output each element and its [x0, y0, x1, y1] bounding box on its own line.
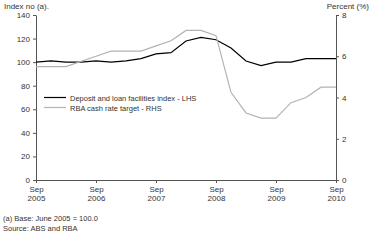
tick-label: Sep2005 — [28, 185, 46, 203]
tick-label: 2 — [342, 135, 347, 144]
tick-mark — [33, 156, 36, 157]
tick-mark — [33, 133, 36, 134]
tick: 40 — [21, 129, 36, 138]
legend: Deposit and loan facilities index - LHSR… — [44, 94, 196, 113]
chart: 02040608010012014002468Sep2005Sep2006Sep… — [0, 0, 372, 238]
tick: 140 — [17, 11, 36, 20]
tick-label-part: 2008 — [208, 194, 226, 203]
series-line — [36, 30, 336, 118]
legend-swatch — [44, 107, 66, 108]
tick-mark — [96, 180, 97, 183]
tick-mark — [276, 180, 277, 183]
tick-label: Sep2008 — [208, 185, 226, 203]
tick-mark — [33, 15, 36, 16]
y2-axis: 02468 — [336, 11, 347, 185]
plot-area: 02040608010012014002468Sep2005Sep2006Sep… — [17, 11, 347, 203]
legend-swatch — [44, 97, 66, 98]
legend-item: Deposit and loan facilities index - LHS — [44, 94, 196, 103]
tick-mark — [33, 86, 36, 87]
tick-label-part: Sep — [29, 185, 44, 194]
tick-mark — [216, 180, 217, 183]
x-axis: Sep2005Sep2006Sep2007Sep2008Sep2009Sep20… — [28, 180, 346, 203]
tick-mark — [336, 139, 339, 140]
axis-line — [36, 16, 37, 181]
tick-label-part: Sep — [89, 185, 104, 194]
y-axis: 020406080100120140 — [17, 11, 37, 185]
axis-line — [37, 180, 337, 181]
lines — [36, 30, 336, 118]
tick-mark — [33, 109, 36, 110]
tick-label: 8 — [342, 11, 347, 20]
legend-label: RBA cash rate target - RHS — [70, 104, 162, 113]
tick-mark — [156, 180, 157, 183]
footnote: (a) Base: June 2005 = 100.0 — [3, 214, 98, 223]
tick-label: 4 — [342, 94, 347, 103]
tick-mark — [33, 62, 36, 63]
tick-label: Sep2010 — [328, 185, 346, 203]
tick-label: 100 — [17, 58, 31, 67]
tick-label: Sep2007 — [148, 185, 166, 203]
tick-mark — [33, 39, 36, 40]
tick: 80 — [21, 82, 36, 91]
tick-label: 40 — [21, 129, 30, 138]
tick: Sep2008 — [208, 180, 226, 203]
tick: Sep2009 — [268, 180, 286, 203]
tick: 100 — [17, 58, 36, 67]
tick: 6 — [336, 52, 347, 61]
tick-mark — [36, 180, 37, 183]
y-axis-title: Index no (a). — [4, 2, 49, 11]
tick-label-part: Sep — [329, 185, 344, 194]
tick-label: 6 — [342, 52, 347, 61]
tick: 20 — [21, 152, 36, 161]
tick: Sep2006 — [88, 180, 106, 203]
y2-axis-title: Percent (%) — [327, 2, 370, 11]
tick-label-part: 2010 — [328, 194, 346, 203]
tick: 120 — [17, 35, 36, 44]
legend-item: RBA cash rate target - RHS — [44, 104, 162, 113]
tick: Sep2007 — [148, 180, 166, 203]
tick-label-part: 2009 — [268, 194, 286, 203]
tick-mark — [33, 180, 36, 181]
tick: Sep2010 — [328, 180, 346, 203]
tick-label-part: Sep — [269, 185, 284, 194]
tick-mark — [336, 180, 337, 183]
tick-mark — [336, 15, 339, 16]
tick-label: Sep2009 — [268, 185, 286, 203]
tick-mark — [336, 98, 339, 99]
footnote: Source: ABS and RBA — [3, 224, 78, 233]
tick-label: Sep2006 — [88, 185, 106, 203]
tick-label-part: 2005 — [28, 194, 46, 203]
tick: 4 — [336, 94, 347, 103]
tick: 8 — [336, 11, 347, 20]
tick-mark — [336, 56, 339, 57]
tick-label: 60 — [21, 105, 30, 114]
tick: 60 — [21, 105, 36, 114]
tick-label: 20 — [21, 152, 30, 161]
tick-label: 120 — [17, 35, 31, 44]
tick-label-part: Sep — [209, 185, 224, 194]
tick-label-part: Sep — [149, 185, 164, 194]
tick: 2 — [336, 135, 347, 144]
tick-label: 80 — [21, 82, 30, 91]
tick-label-part: 2007 — [148, 194, 166, 203]
legend-label: Deposit and loan facilities index - LHS — [70, 94, 196, 103]
tick-label: 140 — [17, 11, 31, 20]
tick-label-part: 2006 — [88, 194, 106, 203]
tick: Sep2005 — [28, 180, 46, 203]
